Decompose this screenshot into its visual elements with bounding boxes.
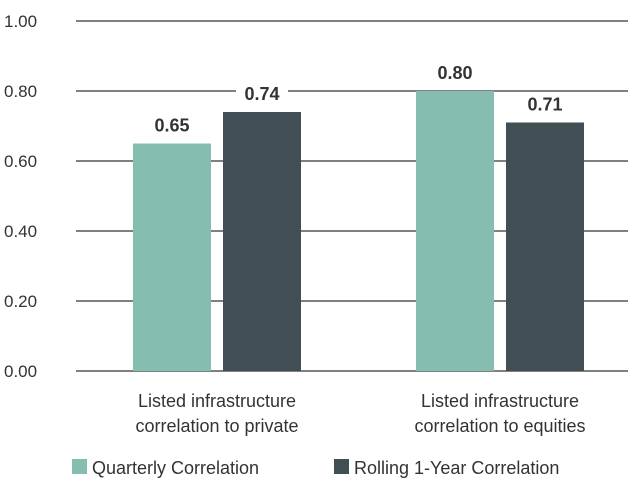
- legend-label-1: Rolling 1-Year Correlation: [354, 458, 559, 478]
- x-category-label: correlation to equities: [414, 416, 585, 436]
- x-category-label: Listed infrastructure: [421, 391, 579, 411]
- y-tick-label: 0.80: [4, 82, 37, 101]
- data-label: 0.74: [244, 84, 279, 104]
- bar-quarterly-1: [416, 91, 494, 371]
- x-axis-category-labels: Listed infrastructure correlation to priv…: [135, 391, 585, 436]
- legend-label-0: Quarterly Correlation: [92, 458, 259, 478]
- x-category-label: correlation to private: [135, 416, 298, 436]
- data-label-background: [519, 93, 571, 116]
- legend-swatch-1: [334, 459, 349, 474]
- y-tick-label: 0.60: [4, 152, 37, 171]
- y-tick-label: 0.40: [4, 222, 37, 241]
- data-label: 0.80: [437, 63, 472, 83]
- y-tick-label: 0.20: [4, 292, 37, 311]
- legend: Quarterly Correlation Rolling 1-Year Corr…: [72, 458, 559, 478]
- x-category-label: Listed infrastructure: [138, 391, 296, 411]
- bar-rolling-0: [223, 112, 301, 371]
- bar-rolling-1: [506, 122, 584, 371]
- y-tick-label: 1.00: [4, 12, 37, 31]
- y-tick-label: 0.00: [4, 362, 37, 381]
- data-label-background: [236, 83, 288, 105]
- data-label-background: [429, 62, 481, 84]
- y-axis-tick-labels: 0.00 0.20 0.40 0.60 0.80 1.00: [4, 12, 37, 381]
- data-label-background: [146, 114, 198, 137]
- legend-swatch-0: [72, 459, 87, 474]
- bars: 0.65 0.74 0.80 0.71: [133, 62, 584, 371]
- bar-quarterly-0: [133, 143, 211, 371]
- data-label: 0.65: [154, 116, 189, 136]
- data-label: 0.71: [527, 95, 562, 115]
